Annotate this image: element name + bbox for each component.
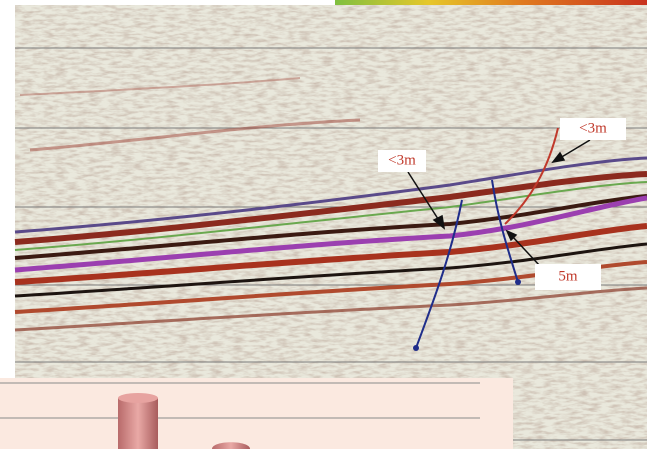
annotation-box [535,264,601,290]
annotation-box [560,118,626,140]
arrows [407,139,591,267]
annotation-label: <3m [579,120,607,136]
cylinder-top [118,393,158,403]
overlay-panel [0,378,513,449]
annotation-box [378,150,426,172]
color-strip [335,0,647,5]
cylinder [118,398,158,449]
wells [415,127,559,349]
well-marker [515,279,521,285]
panel-lines [0,382,480,419]
well-marker [413,345,419,351]
horizons [14,77,647,332]
annotation-label: 5m [558,268,578,284]
annotation-label: <3m [388,152,416,168]
section-texture [15,5,647,449]
cylinder [212,442,250,449]
